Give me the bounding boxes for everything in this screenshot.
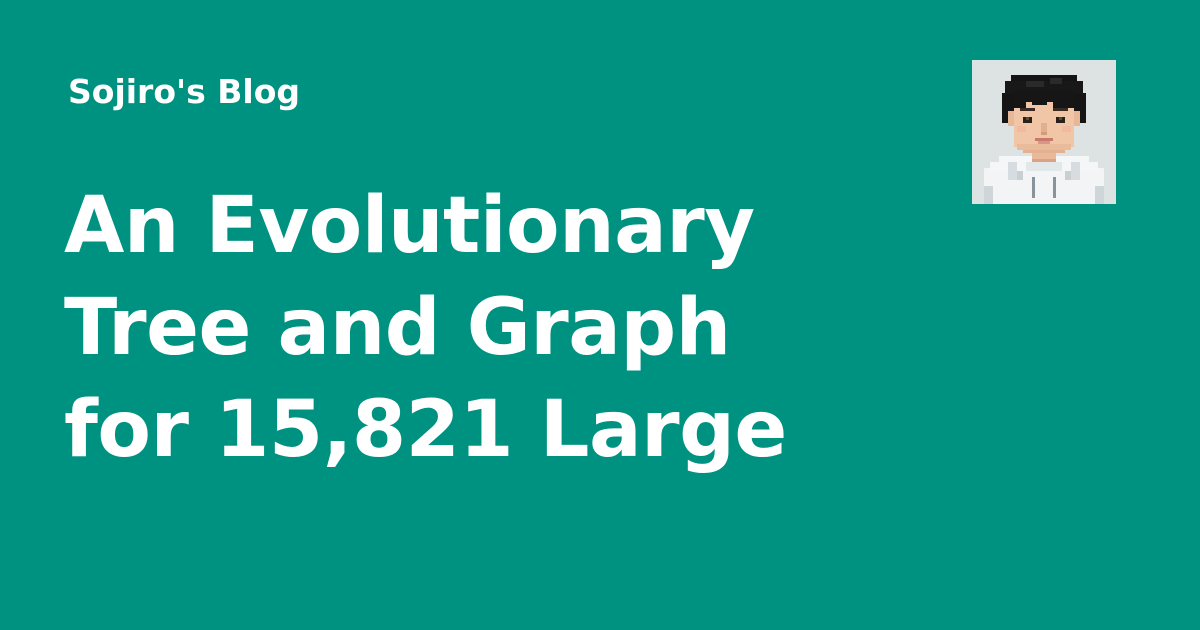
post-title-line: An Evolutionary [64, 181, 755, 271]
author-avatar [972, 60, 1116, 204]
post-title-line: for 15,821 Large [64, 385, 787, 475]
post-title: An Evolutionary Tree and Graph for 15,82… [64, 175, 924, 481]
pixel-portrait-icon [972, 60, 1116, 204]
post-title-line: Tree and Graph [64, 283, 731, 373]
blog-name: Sojiro's Blog [68, 72, 300, 111]
